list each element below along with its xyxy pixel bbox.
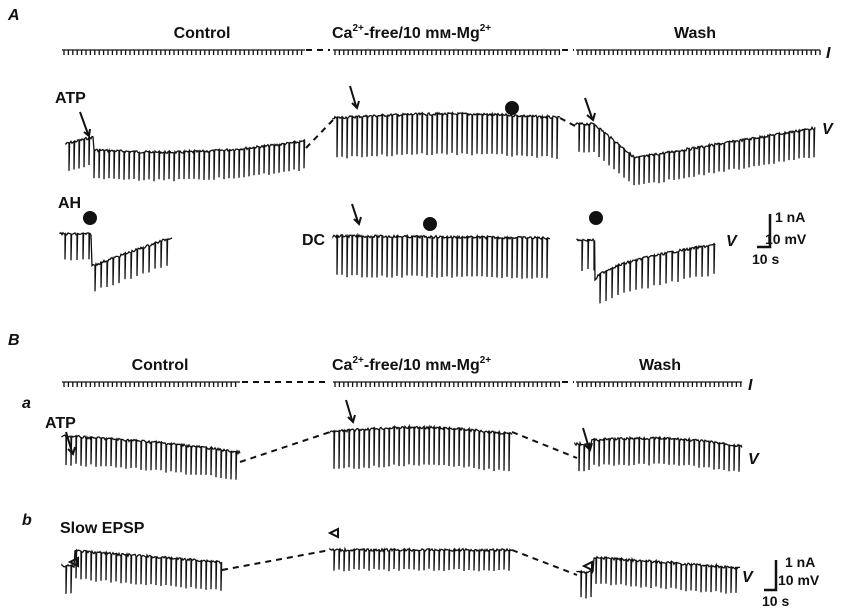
current-trace: [62, 381, 240, 387]
text: Ca: [332, 357, 353, 374]
voltage-trace: [332, 111, 561, 159]
voltage-trace: [574, 435, 743, 472]
condition-label: Wash: [639, 357, 681, 374]
connector: [221, 549, 578, 576]
voltage-trace: [64, 135, 306, 182]
condition-label: Control: [174, 25, 231, 42]
trace-label: AH: [58, 195, 81, 212]
trace-label: Slow EPSP: [60, 520, 145, 537]
text: -free/10 mм-Mg: [364, 25, 480, 42]
voltage-trace: [576, 555, 741, 599]
voltage-trace: [332, 232, 551, 279]
voltage-trace: [61, 548, 223, 594]
scale-label: 1 nA: [775, 209, 805, 225]
superscript: 2+: [352, 23, 364, 34]
scale-label: 10 mV: [778, 572, 820, 588]
superscript: 2+: [480, 355, 492, 366]
scale-bar: [764, 560, 778, 592]
current-trace: [333, 49, 561, 55]
voltage-trace: [574, 121, 816, 186]
trace-label: V: [748, 451, 760, 468]
text: Ca: [332, 25, 353, 42]
condition-label: Wash: [674, 25, 716, 42]
trace-label: V: [726, 233, 738, 250]
current-trace: [62, 49, 305, 55]
current-trace: [576, 381, 742, 387]
superscript: 2+: [352, 355, 364, 366]
superscript: 2+: [480, 23, 492, 34]
condition-label: Control: [132, 357, 189, 374]
condition-label: Ca2+-free/10 mм-Mg2+: [332, 23, 491, 42]
condition-label: Ca2+-free/10 mм-Mg2+: [332, 355, 491, 374]
connector: [239, 431, 578, 463]
current-trace: [333, 381, 561, 387]
scale-label: 1 nA: [785, 554, 815, 570]
current-trace: [576, 49, 821, 55]
trace-label: V: [822, 121, 834, 138]
traces: [59, 49, 821, 599]
scale-label: 10 mV: [765, 231, 807, 247]
trace-label: V: [742, 569, 754, 586]
voltage-trace: [329, 423, 513, 472]
trace-label: I: [748, 377, 753, 394]
voltage-trace: [576, 238, 716, 304]
scale-bar: [757, 214, 772, 249]
trace-label: I: [826, 45, 831, 62]
text: -free/10 mм-Mg: [364, 357, 480, 374]
voltage-trace: [61, 434, 241, 480]
sub-panel-label: a: [22, 395, 31, 412]
scale-label: 10 s: [762, 593, 789, 609]
connector: [305, 117, 578, 149]
sub-panel-label: b: [22, 512, 32, 529]
trace-label: ATP: [55, 90, 86, 107]
panel-label: B: [8, 332, 20, 349]
scale-label: 10 s: [752, 251, 779, 267]
trace-label: ATP: [45, 415, 76, 432]
markers: [65, 85, 603, 572]
panel-label: A: [7, 7, 20, 24]
voltage-trace: [59, 231, 173, 292]
trace-label: DC: [302, 232, 326, 249]
voltage-trace: [329, 546, 513, 572]
